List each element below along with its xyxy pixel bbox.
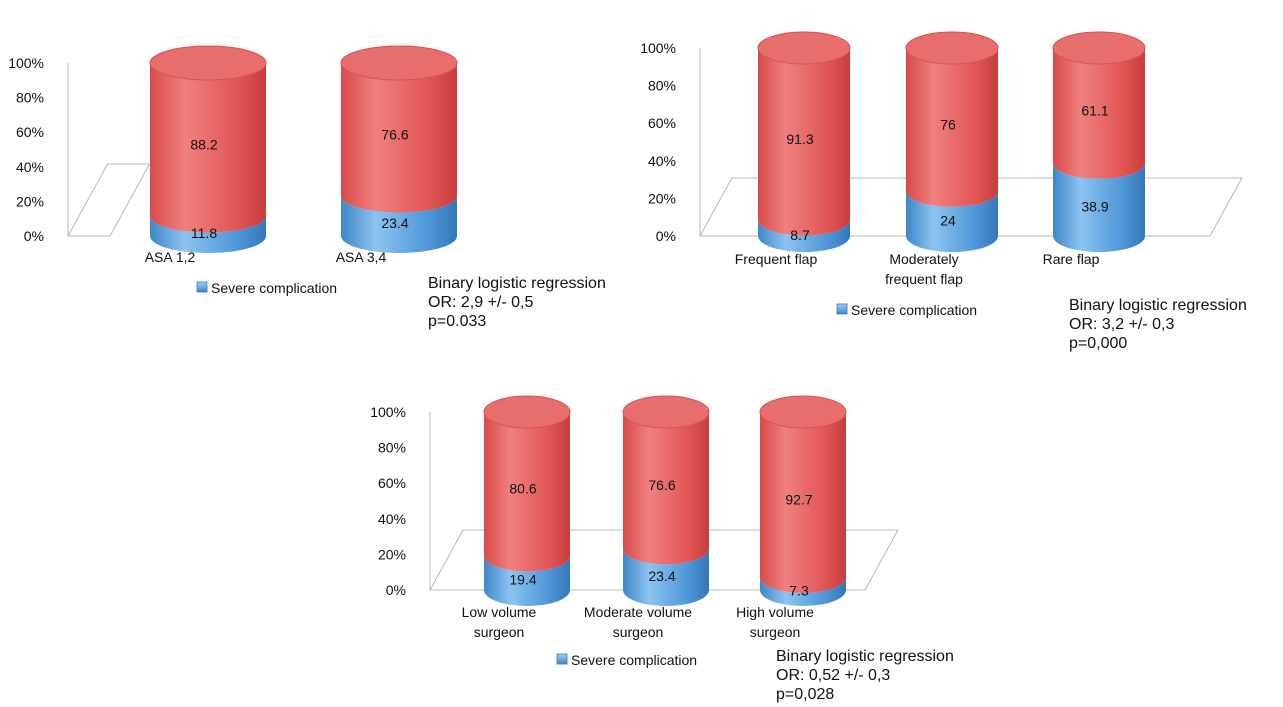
data-label-other: 88.2 bbox=[190, 136, 217, 152]
bar-other bbox=[906, 48, 998, 207]
y-tick-label: 0% bbox=[386, 582, 406, 598]
annotation-line: Binary logistic regression bbox=[1069, 297, 1247, 314]
y-tick-label: 100% bbox=[8, 55, 44, 71]
annotation-line: Binary logistic regression bbox=[776, 648, 954, 665]
data-label-severe: 38.9 bbox=[1081, 198, 1108, 214]
y-tick-label: 60% bbox=[16, 124, 44, 140]
data-label-other: 92.7 bbox=[785, 492, 812, 508]
data-label-severe: 8.7 bbox=[790, 227, 810, 243]
y-tick-label: 60% bbox=[648, 115, 676, 131]
chart-panel-1: 0% 20% 40% 60% 80% 100% 11.8 88.2 ASA 1,2 23.4 76.… bbox=[8, 45, 606, 330]
x-category-label: ASA 1,2 bbox=[145, 249, 196, 265]
x-category-label: frequent flap bbox=[885, 271, 963, 287]
bar-top-cap bbox=[483, 395, 571, 429]
bar-severe-complication bbox=[906, 190, 998, 252]
bar-top-cap bbox=[340, 45, 458, 81]
bar-severe-complication bbox=[1053, 162, 1145, 252]
data-label-severe: 19.4 bbox=[509, 572, 536, 588]
legend-label: Severe complication bbox=[571, 652, 697, 668]
bar-top-cap bbox=[905, 31, 999, 65]
chart-floor bbox=[67, 163, 151, 237]
chart-floor bbox=[429, 529, 899, 591]
bar-severe-complication bbox=[341, 195, 457, 253]
x-category-label: surgeon bbox=[613, 624, 664, 640]
data-label-severe: 24 bbox=[940, 212, 956, 228]
bar-severe-complication bbox=[623, 548, 709, 606]
chart-floor bbox=[699, 177, 1243, 237]
y-tick-label: 0% bbox=[24, 228, 44, 244]
annotation-line: OR: 3,2 +/- 0,3 bbox=[1069, 316, 1174, 333]
bar-other bbox=[623, 412, 709, 565]
legend-swatch bbox=[556, 653, 568, 665]
legend-swatch bbox=[196, 281, 208, 293]
bar-other bbox=[758, 48, 850, 236]
y-tick-label: 60% bbox=[378, 475, 406, 491]
bar-other bbox=[484, 412, 570, 572]
data-label-other: 76.6 bbox=[648, 477, 675, 493]
bar-severe-complication bbox=[758, 219, 850, 252]
x-category-label: Moderate volume bbox=[584, 604, 692, 620]
data-label-other: 76.6 bbox=[381, 126, 408, 142]
legend-label: Severe complication bbox=[211, 280, 337, 296]
annotation-line: p=0.033 bbox=[428, 313, 486, 330]
annotation-line: OR: 0,52 +/- 0,3 bbox=[776, 667, 890, 684]
y-tick-label: 80% bbox=[648, 78, 676, 94]
x-category-label: High volume bbox=[736, 604, 814, 620]
y-tick-label: 0% bbox=[656, 228, 676, 244]
bar-top-cap bbox=[622, 395, 710, 429]
data-label-other: 91.3 bbox=[786, 131, 813, 147]
chart-panel-2: 0% 20% 40% 60% 80% 100% 8.7 91.3 Frequent flap 24… bbox=[640, 31, 1247, 352]
bar-severe-complication bbox=[760, 577, 846, 606]
y-tick-label: 100% bbox=[640, 40, 676, 56]
x-category-label: Frequent flap bbox=[735, 251, 818, 267]
annotation-line: p=0,000 bbox=[1069, 335, 1127, 352]
y-tick-label: 100% bbox=[370, 404, 406, 420]
legend-label: Severe complication bbox=[851, 302, 977, 318]
y-tick-label: 40% bbox=[16, 159, 44, 175]
bar-other bbox=[1053, 48, 1145, 179]
annotation-line: OR: 2,9 +/- 0,5 bbox=[428, 294, 533, 311]
annotation-line: Binary logistic regression bbox=[428, 275, 606, 292]
x-category-label: ASA 3,4 bbox=[336, 249, 387, 265]
y-tick-label: 40% bbox=[378, 511, 406, 527]
bar-top-cap bbox=[1052, 31, 1146, 65]
annotation-line: p=0,028 bbox=[776, 686, 834, 703]
y-tick-label: 40% bbox=[648, 153, 676, 169]
y-tick-label: 20% bbox=[378, 546, 406, 562]
data-label-severe: 7.3 bbox=[789, 583, 809, 599]
data-label-other: 61.1 bbox=[1081, 102, 1108, 118]
x-category-label: Rare flap bbox=[1043, 251, 1100, 267]
y-tick-label: 20% bbox=[648, 190, 676, 206]
bar-other bbox=[150, 63, 266, 233]
bar-top-cap bbox=[149, 45, 267, 81]
x-category-label: Low volume bbox=[462, 604, 537, 620]
bar-top-cap bbox=[759, 395, 847, 429]
data-label-severe: 23.4 bbox=[381, 215, 408, 231]
bar-other bbox=[341, 63, 457, 213]
y-tick-label: 20% bbox=[16, 193, 44, 209]
data-label-other: 76 bbox=[940, 116, 956, 132]
bar-severe-complication bbox=[484, 555, 570, 606]
chart-panel-3: 0% 20% 40% 60% 80% 100% 19.4 80.6 Low volume surg… bbox=[370, 395, 954, 703]
x-category-label: surgeon bbox=[474, 624, 525, 640]
legend-swatch bbox=[836, 303, 848, 315]
x-category-label: surgeon bbox=[750, 624, 801, 640]
x-category-label: Moderately bbox=[889, 251, 958, 267]
data-label-other: 80.6 bbox=[509, 481, 536, 497]
bar-severe-complication bbox=[150, 215, 266, 253]
y-tick-label: 80% bbox=[378, 440, 406, 456]
bar-other bbox=[760, 412, 846, 594]
y-tick-label: 80% bbox=[16, 90, 44, 106]
bar-top-cap bbox=[757, 31, 851, 65]
data-label-severe: 11.8 bbox=[191, 225, 217, 241]
data-label-severe: 23.4 bbox=[648, 568, 675, 584]
